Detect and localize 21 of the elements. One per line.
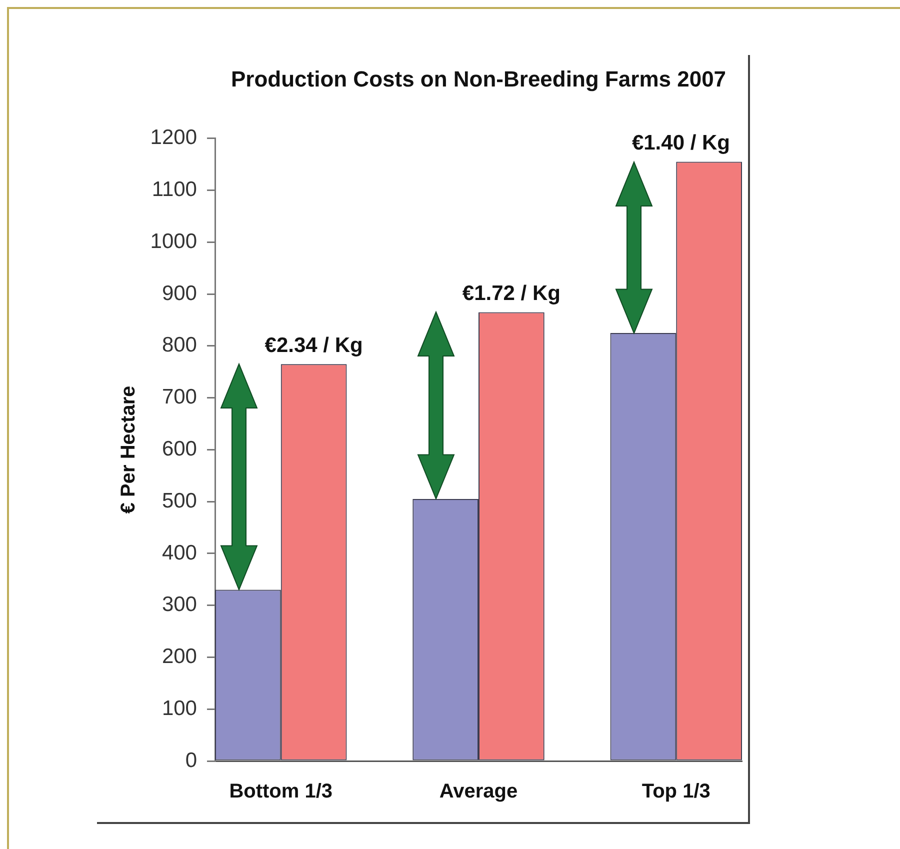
y-tick-label: 400: [162, 541, 197, 564]
y-tick-label: 100: [162, 696, 197, 720]
x-tick-label: Average: [439, 780, 518, 803]
x-tick-label: Top 1/3: [642, 780, 710, 803]
y-tick-label: 200: [162, 645, 197, 668]
y-axis-title: € Per Hectare: [118, 386, 140, 514]
y-tick-label: 0: [185, 748, 197, 772]
annotation: €1.72 / Kg: [462, 282, 560, 306]
y-tick-label: 1000: [150, 230, 197, 253]
chart-title: Production Costs on Non-Breeding Farms 2007: [230, 66, 726, 92]
x-tick-label: Bottom 1/3: [229, 780, 333, 803]
y-tick-label: 700: [162, 386, 197, 409]
y-tick-label: 600: [162, 437, 197, 460]
y-tick-label: 500: [162, 489, 197, 512]
y-tick-label: 1100: [152, 178, 197, 202]
y-tick-label: 900: [162, 282, 197, 305]
y-tick-label: 300: [162, 593, 197, 616]
y-tick-label: 1200: [150, 126, 197, 150]
annotation: €1.40 / Kg: [632, 132, 730, 155]
annotation: €2.34 / Kg: [264, 334, 363, 358]
y-tick-label: 800: [162, 334, 197, 357]
